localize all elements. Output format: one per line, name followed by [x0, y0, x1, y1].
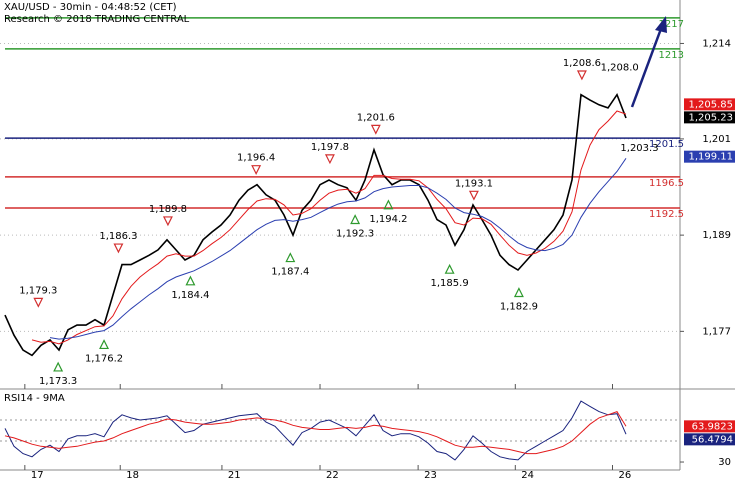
- price-tag-label: 1,199.11: [688, 152, 733, 163]
- price-tag-label: 56.4794: [692, 434, 733, 445]
- rsi-title: RSI14 - 9MA: [4, 393, 65, 404]
- high-marker: [576, 70, 587, 81]
- level-label: 1201.5: [649, 139, 684, 150]
- high-label: 1,196.4: [237, 153, 275, 164]
- level-label: 1192.5: [649, 209, 684, 220]
- high-marker: [468, 190, 479, 201]
- low-label: 1,194.2: [369, 214, 407, 225]
- low-marker: [53, 361, 64, 372]
- price-tag: [684, 420, 735, 433]
- chart-title: XAU/USD - 30min - 04:48:52 (CET): [4, 2, 177, 13]
- high-marker: [370, 124, 381, 135]
- low-label: 1,203.3: [620, 143, 658, 154]
- x-tick-label: 17: [31, 470, 44, 480]
- low-marker: [285, 252, 296, 263]
- chart-subtitle: Research © 2018 TRADING CENTRAL: [4, 14, 190, 25]
- high-label: 1,208.0: [601, 63, 639, 74]
- plot-layer: 17 18 21 22 23 24 26 1,177 1,189 1,201 1,214 1217 12…: [0, 17, 735, 480]
- low-marker: [513, 287, 524, 298]
- high-label: 1,201.6: [357, 112, 395, 123]
- price-tag: [684, 150, 735, 163]
- high-label: 1,189.8: [149, 204, 187, 215]
- y-tick-label: 1,201: [702, 134, 731, 145]
- low-label: 1,173.3: [39, 376, 77, 387]
- high-marker: [251, 165, 262, 176]
- y-tick-label: 30: [718, 457, 731, 468]
- low-marker: [350, 214, 361, 225]
- price-tag: [684, 98, 735, 111]
- price-tag-label: 63.9823: [692, 421, 733, 432]
- level-label: 1196.5: [649, 178, 684, 189]
- low-label: 1,184.4: [171, 290, 209, 301]
- y-tick-label: 1,214: [702, 38, 731, 49]
- forecast-arrow: [630, 25, 664, 108]
- x-tick-label: 21: [228, 470, 241, 480]
- low-label: 1,176.2: [85, 353, 123, 364]
- low-marker: [383, 199, 394, 210]
- low-label: 1,192.3: [336, 229, 374, 240]
- price-tag: [684, 433, 735, 446]
- high-marker: [324, 154, 335, 165]
- series-line: [4, 400, 627, 461]
- price-tag-label: 1,205.23: [688, 112, 733, 123]
- x-tick-label: 22: [326, 470, 339, 480]
- low-marker: [99, 339, 110, 350]
- low-marker: [444, 263, 455, 274]
- x-tick-label: 26: [619, 470, 632, 480]
- x-tick-label: 23: [424, 470, 437, 480]
- high-label: 1,208.6: [563, 58, 601, 69]
- high-marker: [33, 297, 44, 308]
- level-label: 1213: [659, 50, 684, 61]
- series-line: [31, 110, 627, 345]
- series-line: [4, 92, 627, 357]
- low-label: 1,185.9: [431, 278, 469, 289]
- low-label: 1,187.4: [271, 267, 309, 278]
- x-tick-label: 24: [521, 470, 534, 480]
- x-tick-label: 18: [126, 470, 139, 480]
- low-label: 1,182.9: [500, 301, 538, 312]
- high-marker: [113, 243, 124, 254]
- low-marker: [185, 275, 196, 286]
- high-label: 1,193.1: [455, 178, 493, 189]
- price-tag: [684, 111, 735, 124]
- forecast-arrow-head: [655, 16, 667, 33]
- level-label: 1217: [659, 19, 684, 30]
- series-line: [4, 410, 627, 455]
- y-tick-label: 1,177: [702, 326, 731, 337]
- y-tick-label: 1,189: [702, 230, 731, 241]
- high-label: 1,197.8: [311, 142, 349, 153]
- high-marker: [162, 216, 173, 227]
- series-line: [49, 158, 627, 340]
- high-label: 1,186.3: [99, 231, 137, 242]
- high-label: 1,179.3: [19, 285, 57, 296]
- price-tag-label: 1,205.85: [688, 99, 733, 110]
